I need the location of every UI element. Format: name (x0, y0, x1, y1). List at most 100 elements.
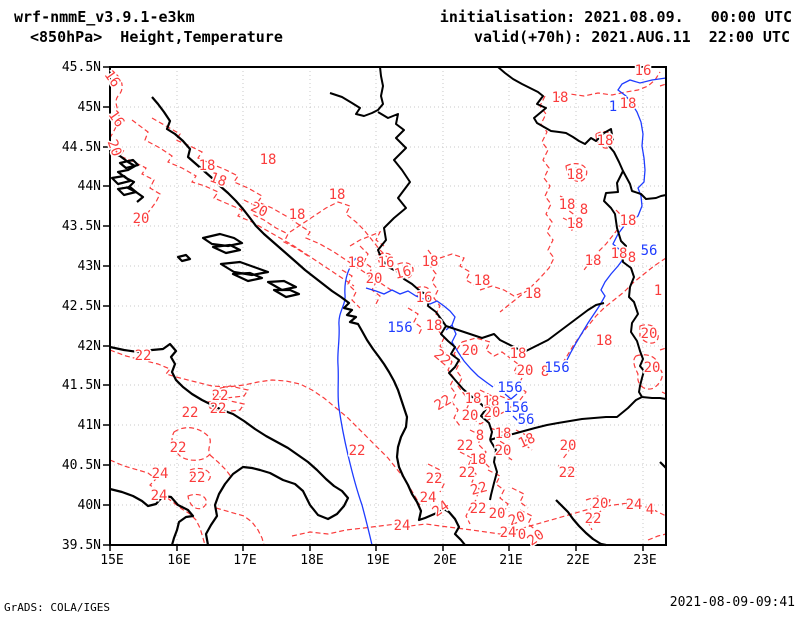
temperature-contour-label: 20 (506, 509, 527, 530)
temperature-contour-label: 8 (476, 428, 484, 444)
temp-contour (639, 324, 659, 344)
temp-contour (559, 195, 577, 217)
border-macedonia-greece (489, 396, 643, 441)
temp-contour (585, 495, 611, 531)
height-contour-label: 156 (544, 360, 569, 376)
border-central-chain (377, 111, 493, 441)
temperature-contour-label: 20 (462, 343, 479, 359)
temperature-contour-label: 20 (592, 496, 609, 512)
temperature-contour-label: 18 (483, 394, 500, 410)
coastline-croatia-albania-greece (151, 96, 466, 546)
temperature-contour-label: 20 (560, 438, 577, 454)
temperature-contour-label: 18 (559, 197, 576, 213)
island (272, 288, 301, 299)
lon-tick-label: 21E (499, 553, 522, 568)
lat-tick-label: 45.5N (62, 60, 101, 75)
temperature-contour-label: 24 (626, 497, 643, 513)
border-north (329, 66, 384, 117)
temperature-contour-label: 22 (210, 401, 227, 417)
island (231, 271, 264, 283)
temp-contour (427, 249, 447, 355)
temperature-contour-label: 8 (628, 250, 636, 266)
coastline-italy-adriatic (109, 342, 350, 546)
temp-contour (565, 163, 588, 183)
border-east-spur (622, 170, 667, 200)
temp-contour (207, 399, 245, 413)
temperature-contour-label: 18 (465, 391, 482, 407)
model-title: wrf-nmmE_v3.9.1-e3km (14, 8, 195, 26)
temperature-contour-label: 24 (152, 466, 169, 482)
temperature-contour-label: 18 (596, 333, 613, 349)
temp-contour (397, 262, 414, 279)
coastline-greece-aegean (555, 499, 607, 547)
temperature-contour-label: 16 (416, 290, 433, 306)
temperature-contour-label: 22 (430, 346, 453, 369)
lon-tick-label: 23E (633, 553, 656, 568)
temperature-contour-label: 8 (541, 364, 549, 380)
height-contour-label: 156 (387, 320, 412, 336)
temp-contour (465, 499, 477, 525)
temp-contour (439, 253, 477, 287)
temp-contour (243, 199, 309, 257)
temperature-contour-label: 22 (426, 471, 443, 487)
temperature-contour-label: 18 (611, 246, 628, 262)
temperature-contour-label: 20 (484, 405, 501, 421)
temperature-contour-label: 22 (469, 479, 489, 499)
temperature-contour-label: 22 (182, 405, 199, 421)
lon-tick-label: 20E (433, 553, 456, 568)
valid-time: valid(+70h): 2021.AUG.11 22:00 UTC (473, 28, 790, 46)
temperature-contour-label: 18 (260, 152, 277, 168)
temp-contour (647, 533, 667, 541)
temp-contour (427, 463, 445, 493)
height-contour (337, 257, 373, 546)
temp-contour (377, 252, 394, 269)
temperature-contour-label: 18 (470, 452, 487, 468)
border-northeast (497, 66, 667, 400)
temperature-contour-label: 1 (654, 283, 662, 299)
lat-lon-grid (110, 67, 666, 545)
temperature-contour-label: 16 (393, 263, 413, 283)
temp-contour (291, 502, 667, 537)
temperature-contour-label: 18 (426, 318, 443, 334)
temperature-contour-label: 18 (620, 96, 637, 112)
temp-contour (289, 201, 389, 259)
temp-contour (515, 429, 533, 451)
temperature-contour-label: 16 (105, 108, 128, 131)
island (201, 232, 244, 248)
lat-tick-label: 41.5N (62, 378, 101, 393)
island (116, 185, 138, 197)
temp-contour (557, 439, 573, 479)
coastlines (109, 96, 667, 547)
temperature-contour-label: 20 (641, 326, 658, 342)
temp-contour (109, 349, 421, 506)
temp-contour (341, 269, 361, 309)
temperature-contour-label: 20 (133, 211, 150, 227)
temperature-contour-label: 22 (212, 388, 229, 404)
temperature-contours (109, 69, 667, 546)
lon-tick-label: 17E (233, 553, 256, 568)
temperature-contour-label: 24 (394, 518, 411, 534)
temperature-contour-label: 18 (422, 254, 439, 270)
temperature-contour-label: 22 (189, 470, 206, 486)
temp-contour (215, 507, 265, 546)
island (176, 253, 192, 263)
temp-contour (151, 117, 395, 293)
island (118, 158, 140, 170)
temperature-contour-label: 20 (462, 408, 479, 424)
temp-contour (187, 493, 207, 510)
temperature-contour-label: 8 (580, 202, 588, 218)
temperature-contour-label: 18 (516, 430, 538, 452)
temperature-contour-label: 18 (495, 426, 512, 442)
temperature-contour-label: 0 (518, 527, 526, 543)
temperature-contour-label: 22 (135, 348, 152, 364)
temp-contour (562, 217, 576, 233)
coastline-italy-tyrrhenian (109, 487, 195, 546)
lon-tick-label: 16E (167, 553, 190, 568)
temp-contour (407, 307, 423, 337)
island (266, 279, 298, 292)
temperature-contour-label: 24 (500, 525, 517, 541)
lon-tick-label: 18E (300, 553, 323, 568)
temp-contour (511, 487, 529, 509)
